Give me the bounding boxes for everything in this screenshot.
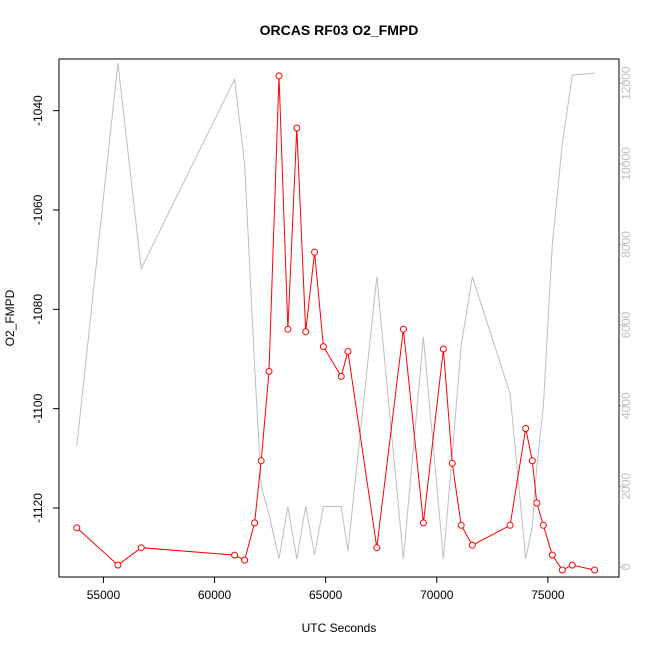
chart-title: ORCAS RF03 O2_FMPD bbox=[260, 22, 419, 38]
x-axis: 55000 60000 65000 70000 75000 bbox=[87, 577, 565, 602]
series-line-o2-fmpd bbox=[76, 75, 595, 571]
y-tick-label: -1060 bbox=[31, 194, 45, 225]
data-point bbox=[337, 372, 345, 380]
y-axis-left: -1040 -1060 -1080 -1100 -1120 bbox=[31, 95, 59, 523]
data-point bbox=[311, 248, 319, 256]
data-point bbox=[319, 343, 327, 351]
y-tick-label: -1100 bbox=[31, 393, 45, 423]
x-tick-label: 65000 bbox=[309, 588, 343, 602]
data-point bbox=[265, 367, 273, 375]
y2-tick-label: 2000 bbox=[619, 473, 633, 500]
y-tick-label: -1040 bbox=[31, 95, 45, 126]
data-point bbox=[528, 457, 536, 465]
data-point bbox=[275, 72, 283, 80]
data-point bbox=[73, 524, 81, 532]
y2-tick-label: 10000 bbox=[619, 147, 633, 181]
data-point bbox=[399, 325, 407, 333]
y-tick-label: -1080 bbox=[31, 294, 45, 325]
data-point bbox=[591, 566, 599, 574]
x-tick-label: 75000 bbox=[531, 588, 565, 602]
data-point bbox=[468, 541, 476, 549]
data-point bbox=[568, 561, 576, 569]
data-point bbox=[344, 348, 352, 355]
y2-tick-label: 4000 bbox=[619, 392, 633, 419]
data-point bbox=[506, 521, 514, 529]
data-point bbox=[257, 457, 265, 465]
plot-area bbox=[73, 62, 599, 574]
data-point bbox=[137, 544, 145, 552]
y2-tick-label: 12000 bbox=[619, 66, 633, 100]
data-point bbox=[241, 556, 249, 564]
data-point bbox=[293, 124, 301, 132]
y2-tick-label: 8000 bbox=[619, 231, 633, 258]
series-line-right-axis bbox=[76, 62, 595, 560]
x-tick-label: 70000 bbox=[420, 588, 454, 602]
data-point bbox=[457, 521, 465, 529]
y-axis-label: O2_FMPD bbox=[3, 289, 17, 346]
y-tick-label: -1120 bbox=[31, 493, 45, 523]
data-point bbox=[284, 325, 292, 333]
y2-tick-label: 0 bbox=[619, 563, 633, 570]
y2-tick-label: 6000 bbox=[619, 311, 633, 338]
data-point bbox=[302, 328, 310, 336]
data-point bbox=[419, 519, 427, 527]
data-point bbox=[558, 566, 566, 574]
x-tick-label: 55000 bbox=[87, 588, 121, 602]
data-point bbox=[373, 544, 381, 552]
data-point bbox=[539, 521, 547, 529]
x-tick-label: 60000 bbox=[198, 588, 232, 602]
data-point bbox=[448, 459, 456, 467]
plot-frame bbox=[58, 58, 620, 578]
x-axis-label: UTC Seconds bbox=[302, 621, 377, 635]
data-point bbox=[533, 499, 541, 507]
data-point bbox=[114, 561, 122, 569]
data-point bbox=[522, 425, 530, 432]
y-axis-right: 0 2000 4000 6000 8000 10000 12000 bbox=[619, 66, 633, 570]
data-point bbox=[548, 551, 556, 559]
data-point bbox=[231, 551, 239, 559]
data-point bbox=[251, 519, 259, 527]
data-point bbox=[439, 345, 447, 353]
